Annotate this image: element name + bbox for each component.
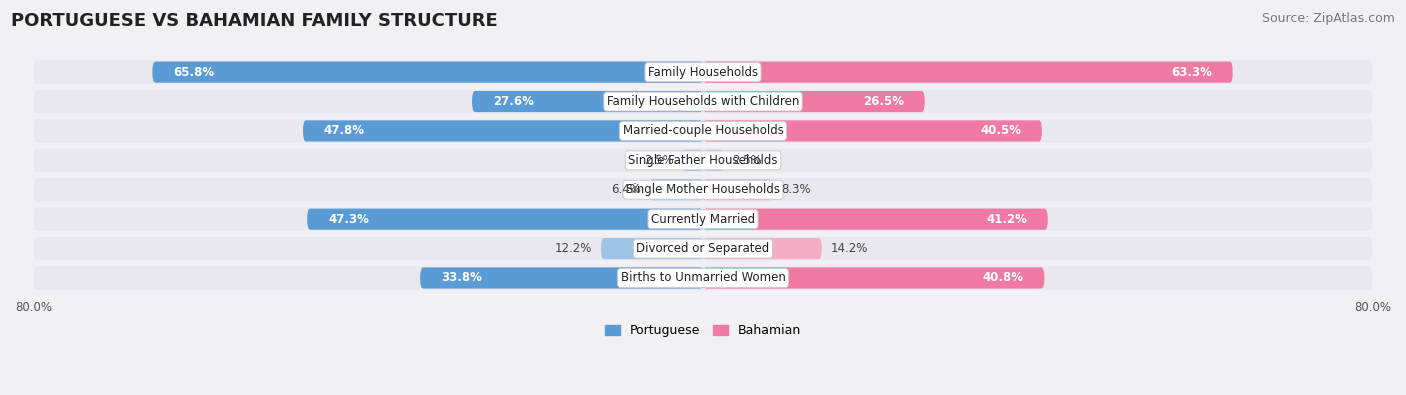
Text: Single Father Households: Single Father Households	[628, 154, 778, 167]
FancyBboxPatch shape	[34, 207, 1372, 231]
Text: 6.4%: 6.4%	[612, 183, 641, 196]
FancyBboxPatch shape	[703, 120, 1042, 141]
FancyBboxPatch shape	[703, 62, 1233, 83]
Text: 26.5%: 26.5%	[863, 95, 904, 108]
FancyBboxPatch shape	[682, 150, 703, 171]
FancyBboxPatch shape	[650, 179, 703, 200]
FancyBboxPatch shape	[34, 119, 1372, 143]
FancyBboxPatch shape	[307, 209, 703, 230]
FancyBboxPatch shape	[703, 209, 1047, 230]
Text: 27.6%: 27.6%	[494, 95, 534, 108]
FancyBboxPatch shape	[34, 237, 1372, 260]
FancyBboxPatch shape	[420, 267, 703, 289]
Text: 65.8%: 65.8%	[173, 66, 214, 79]
Text: Births to Unmarried Women: Births to Unmarried Women	[620, 271, 786, 284]
Text: PORTUGUESE VS BAHAMIAN FAMILY STRUCTURE: PORTUGUESE VS BAHAMIAN FAMILY STRUCTURE	[11, 12, 498, 30]
Text: Divorced or Separated: Divorced or Separated	[637, 242, 769, 255]
FancyBboxPatch shape	[703, 267, 1045, 289]
FancyBboxPatch shape	[600, 238, 703, 259]
FancyBboxPatch shape	[703, 150, 724, 171]
FancyBboxPatch shape	[152, 62, 703, 83]
Text: 47.3%: 47.3%	[328, 213, 368, 226]
Text: 2.5%: 2.5%	[644, 154, 673, 167]
Text: Source: ZipAtlas.com: Source: ZipAtlas.com	[1261, 12, 1395, 25]
FancyBboxPatch shape	[703, 179, 772, 200]
Text: 14.2%: 14.2%	[830, 242, 868, 255]
Text: 12.2%: 12.2%	[555, 242, 592, 255]
Text: 2.5%: 2.5%	[733, 154, 762, 167]
Text: 40.8%: 40.8%	[983, 271, 1024, 284]
Text: Family Households with Children: Family Households with Children	[607, 95, 799, 108]
Text: 33.8%: 33.8%	[441, 271, 482, 284]
Text: Currently Married: Currently Married	[651, 213, 755, 226]
FancyBboxPatch shape	[472, 91, 703, 112]
FancyBboxPatch shape	[34, 178, 1372, 201]
FancyBboxPatch shape	[34, 266, 1372, 290]
FancyBboxPatch shape	[34, 60, 1372, 84]
FancyBboxPatch shape	[703, 238, 823, 259]
Text: 47.8%: 47.8%	[323, 124, 366, 137]
Text: 8.3%: 8.3%	[780, 183, 810, 196]
Legend: Portuguese, Bahamian: Portuguese, Bahamian	[600, 320, 806, 342]
Text: Married-couple Households: Married-couple Households	[623, 124, 783, 137]
FancyBboxPatch shape	[703, 91, 925, 112]
FancyBboxPatch shape	[34, 149, 1372, 172]
Text: 63.3%: 63.3%	[1171, 66, 1212, 79]
Text: Family Households: Family Households	[648, 66, 758, 79]
FancyBboxPatch shape	[302, 120, 703, 141]
Text: 41.2%: 41.2%	[986, 213, 1026, 226]
Text: 40.5%: 40.5%	[980, 124, 1021, 137]
FancyBboxPatch shape	[34, 90, 1372, 113]
Text: Single Mother Households: Single Mother Households	[626, 183, 780, 196]
